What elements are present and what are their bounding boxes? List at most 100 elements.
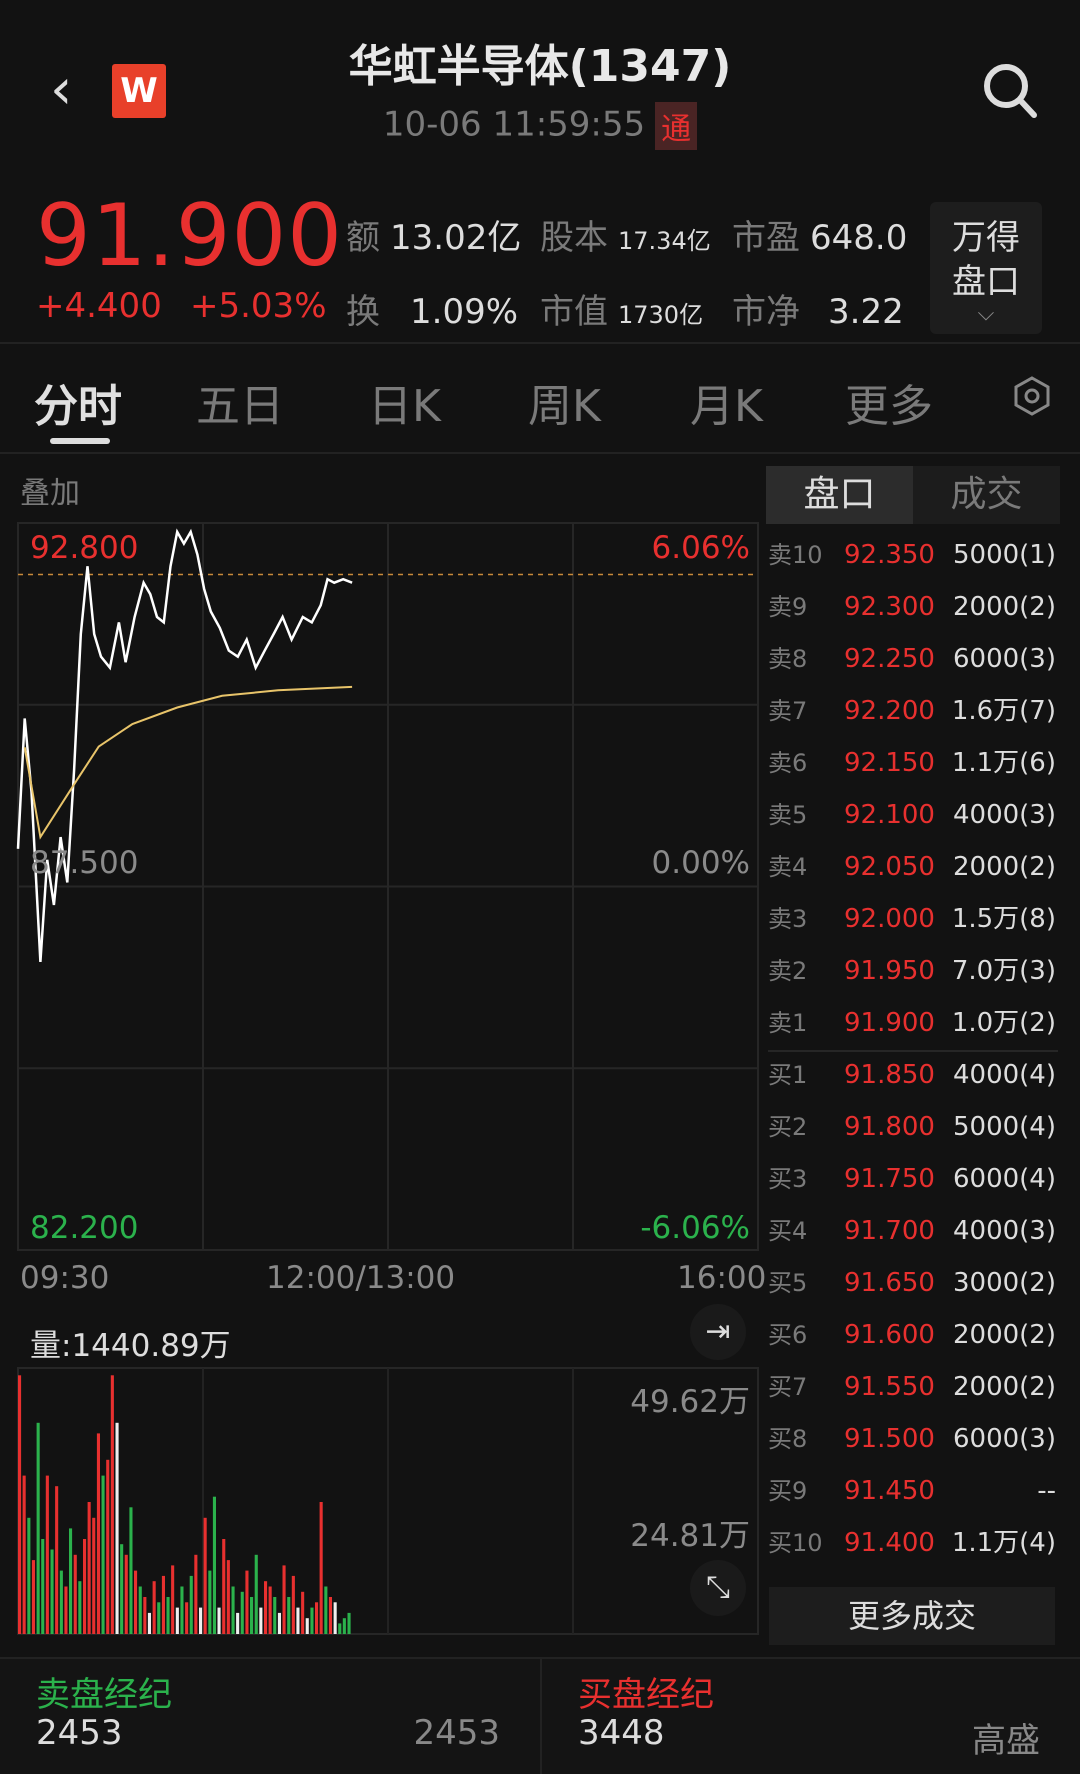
volume-bar [18, 1375, 22, 1634]
volume-bar [301, 1591, 305, 1634]
level-price: 92.200 [844, 696, 935, 726]
buy-broker-code: 3448 [578, 1713, 665, 1753]
bid-row[interactable]: 买7 91.550 2000(2) [768, 1361, 1058, 1413]
tab-daily-k[interactable]: 日K [368, 381, 441, 432]
volume-bar [175, 1607, 179, 1634]
volume-bar [124, 1554, 128, 1634]
volume-bar [287, 1597, 291, 1634]
volume-bar [236, 1612, 240, 1634]
volume-bar [328, 1597, 332, 1634]
volume-bar [36, 1422, 40, 1634]
divider [0, 342, 1080, 344]
y-tick-high: 92.800 [30, 530, 139, 566]
intraday-chart[interactable] [0, 0, 770, 1660]
level-price: 91.700 [844, 1216, 935, 1246]
last-price: 91.900 [36, 186, 343, 286]
ask-row[interactable]: 卖9 92.300 2000(2) [768, 581, 1058, 633]
bid-row[interactable]: 买9 91.450 -- [768, 1465, 1058, 1517]
volume-bar [27, 1517, 31, 1634]
ask-row[interactable]: 卖4 92.050 2000(2) [768, 841, 1058, 893]
tab-intraday[interactable]: 分时 [34, 381, 122, 432]
level-label: 买2 [768, 1113, 808, 1141]
level-label: 卖6 [768, 749, 808, 777]
volume-bar [22, 1475, 26, 1634]
orderbook-label: 盘口 [952, 262, 1020, 302]
volume-bar [161, 1575, 165, 1634]
bid-row[interactable]: 买8 91.500 6000(3) [768, 1413, 1058, 1465]
level-volume: 6000(3) [953, 644, 1056, 674]
tab-monthly-k[interactable]: 月K [690, 381, 763, 432]
volume-bar [296, 1607, 300, 1634]
tab-more[interactable]: 更多 [845, 381, 933, 432]
volume-tick-mid: 24.81万 [630, 1518, 750, 1554]
tab-orderbook[interactable]: 盘口 [766, 466, 913, 524]
ask-row[interactable]: 卖6 92.150 1.1万(6) [768, 737, 1058, 789]
level-volume: 5000(1) [953, 540, 1056, 570]
level-price: 91.600 [844, 1320, 935, 1350]
chevron-down-icon: ⌵ [977, 301, 995, 326]
sell-broker-title: 卖盘经纪 [36, 1675, 172, 1715]
divider [0, 452, 1080, 454]
tab-trades[interactable]: 成交 [950, 474, 1023, 515]
x-tick-close: 16:00 [677, 1260, 767, 1296]
tab-five-day[interactable]: 五日 [196, 381, 284, 432]
level-label: 卖2 [768, 957, 808, 985]
volume-bar [138, 1586, 142, 1634]
bid-row[interactable]: 买3 91.750 6000(4) [768, 1153, 1058, 1205]
level-price: 91.850 [844, 1060, 935, 1090]
level-price: 91.450 [844, 1476, 935, 1506]
ask-row[interactable]: 卖10 92.350 5000(1) [768, 529, 1058, 581]
volume-bar [45, 1475, 49, 1634]
bid-row[interactable]: 买5 91.650 3000(2) [768, 1257, 1058, 1309]
level-volume: -- [1037, 1476, 1056, 1506]
datetime: 10-06 11:59:55 [382, 104, 646, 145]
sell-broker-name[interactable]: 2453 [413, 1713, 500, 1753]
collapse-right-icon[interactable]: ⇥ [690, 1304, 746, 1360]
volume-bar [305, 1618, 309, 1634]
volume-bar [250, 1597, 254, 1634]
bid-row[interactable]: 买1 91.850 4000(4) [768, 1049, 1058, 1101]
bid-row[interactable]: 买2 91.800 5000(4) [768, 1101, 1058, 1153]
ask-row[interactable]: 卖2 91.950 7.0万(3) [768, 945, 1058, 997]
ask-row[interactable]: 卖7 92.200 1.6万(7) [768, 685, 1058, 737]
ask-row[interactable]: 卖8 92.250 6000(3) [768, 633, 1058, 685]
back-icon[interactable]: ‹ [50, 57, 73, 122]
volume-bar [185, 1602, 189, 1634]
volume-bar [120, 1544, 124, 1634]
expand-icon[interactable]: ⤡ [690, 1560, 746, 1616]
ask-row[interactable]: 卖5 92.100 4000(3) [768, 789, 1058, 841]
level-volume: 5000(4) [953, 1112, 1056, 1142]
buy-broker-name[interactable]: 高盛 [972, 1721, 1040, 1761]
volume-bar [50, 1549, 54, 1634]
bid-row[interactable]: 买6 91.600 2000(2) [768, 1309, 1058, 1361]
wind-orderbook-button[interactable]: 万得 盘口 ⌵ [930, 202, 1042, 334]
overlay-button[interactable]: 叠加 [20, 476, 80, 511]
stat-share-capital: 股本 17.34亿 [540, 218, 711, 258]
tab-weekly-k[interactable]: 周K [528, 381, 601, 432]
level-label: 卖8 [768, 645, 808, 673]
level-label: 买7 [768, 1373, 808, 1401]
y-tick-pct-zero: 0.00% [651, 845, 750, 881]
price-line [16, 528, 353, 962]
level-label: 买5 [768, 1269, 808, 1297]
more-trades-button[interactable]: 更多成交 [769, 1587, 1055, 1645]
level-price: 91.650 [844, 1268, 935, 1298]
volume-bar [240, 1591, 244, 1634]
buy-broker-title: 买盘经纪 [578, 1675, 714, 1715]
volume-bar [31, 1560, 35, 1634]
level-price: 92.050 [844, 852, 935, 882]
bid-row[interactable]: 买10 91.400 1.1万(4) [768, 1517, 1058, 1569]
search-icon[interactable] [982, 60, 1038, 120]
level-price: 91.900 [844, 1008, 935, 1038]
volume-bar [282, 1565, 286, 1634]
level-volume: 2000(2) [953, 592, 1056, 622]
volume-bar [157, 1602, 161, 1634]
settings-icon[interactable] [1012, 376, 1052, 416]
orderbook-tabs: 盘口 成交 [766, 466, 1060, 524]
bid-row[interactable]: 买4 91.700 4000(3) [768, 1205, 1058, 1257]
level-volume: 2000(2) [953, 1372, 1056, 1402]
volume-bar [342, 1618, 346, 1634]
ask-row[interactable]: 卖1 91.900 1.0万(2) [768, 997, 1058, 1049]
divider [540, 1657, 542, 1774]
ask-row[interactable]: 卖3 92.000 1.5万(8) [768, 893, 1058, 945]
